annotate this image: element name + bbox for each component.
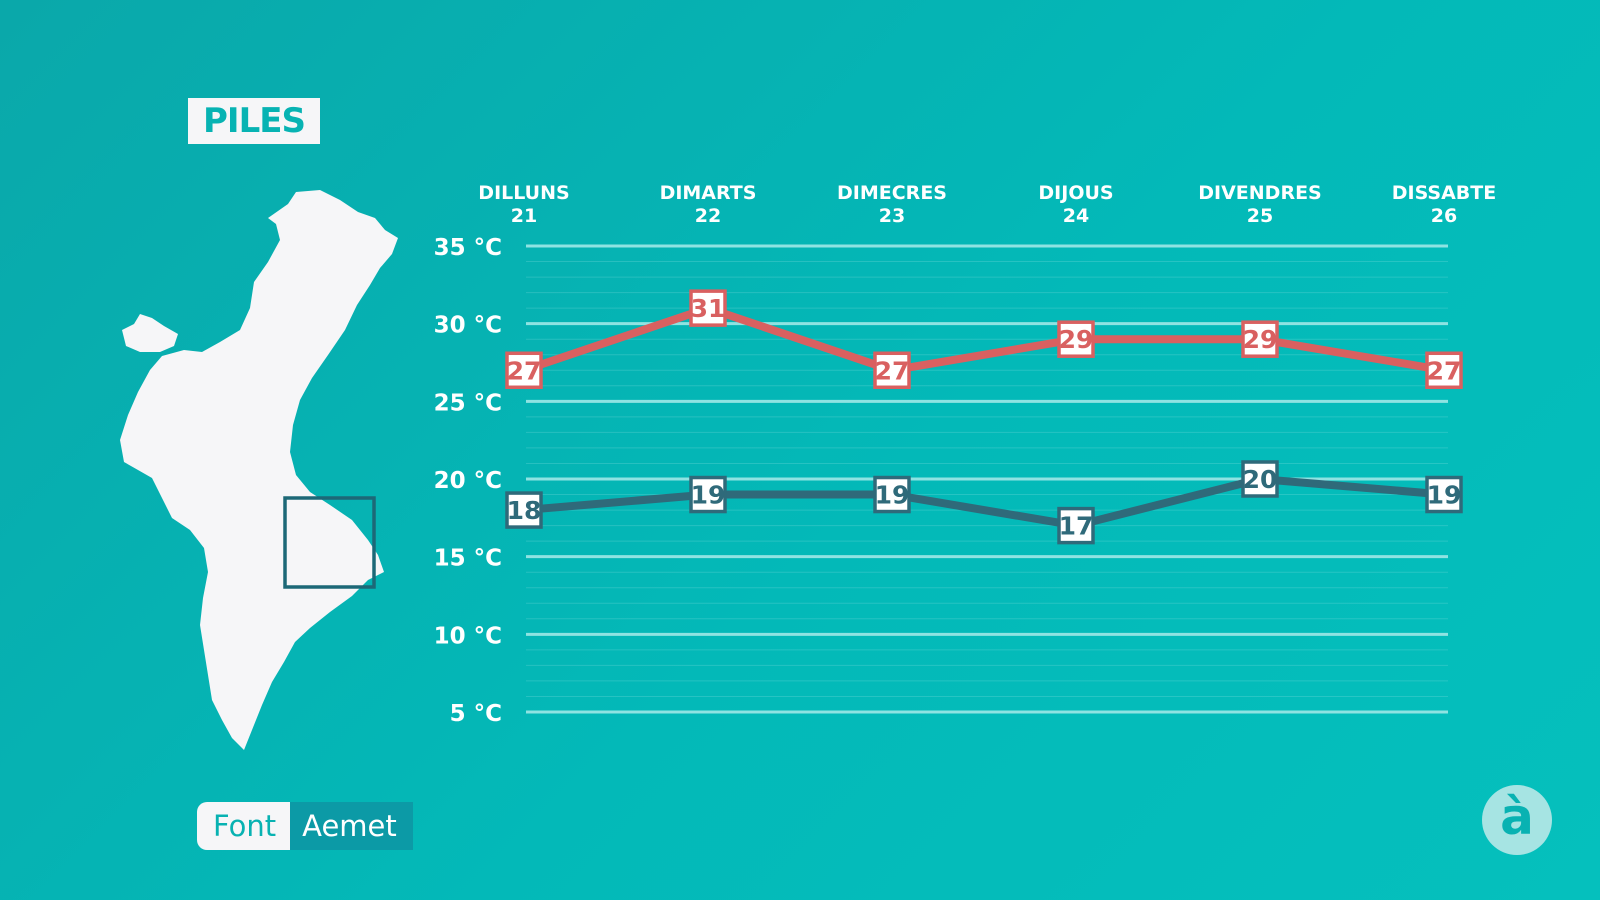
max-point-marker	[1057, 320, 1095, 358]
max-point-marker	[1241, 320, 1279, 358]
min-point-marker	[1241, 460, 1279, 498]
min-data-label: 20	[1243, 465, 1278, 494]
max-data-label: 31	[691, 294, 726, 323]
max-point-marker	[505, 351, 543, 390]
channel-logo: à	[1482, 785, 1552, 855]
region-map	[120, 190, 398, 750]
y-tick-label: 20 °C	[434, 468, 502, 494]
source-credit: Font Aemet	[197, 802, 413, 850]
max-point-marker	[1425, 351, 1463, 390]
max-data-label: 29	[1059, 325, 1094, 354]
x-date-label: 22	[695, 205, 721, 227]
x-date-label: 25	[1247, 205, 1273, 227]
y-tick-label: 30 °C	[434, 313, 502, 339]
x-date-label: 26	[1431, 205, 1457, 227]
max-data-label: 29	[1243, 325, 1278, 354]
max-data-label: 27	[1427, 356, 1462, 385]
series-layer: 27 31 27 29 29 27 18 19 19 17 20 19	[505, 289, 1463, 545]
min-data-label: 19	[691, 481, 726, 510]
region-map-island	[122, 314, 178, 352]
max-series-line	[522, 304, 1445, 375]
y-tick-label: 35 °C	[434, 235, 502, 261]
x-day-label: DIMARTS	[660, 182, 757, 204]
x-date-label: 21	[511, 205, 537, 227]
region-map-shape	[120, 190, 398, 750]
y-axis: 35 °C 30 °C 25 °C 20 °C 15 °C 10 °C 5 °C	[434, 235, 502, 727]
grid-layer	[526, 244, 1448, 714]
min-data-label: 18	[507, 496, 542, 525]
min-point-marker	[873, 475, 911, 514]
x-day-label: DISSABTE	[1392, 182, 1496, 204]
min-point-marker	[1425, 475, 1463, 514]
source-label: Font	[197, 802, 291, 850]
max-point-marker	[689, 289, 727, 327]
max-data-label: 27	[875, 356, 910, 385]
x-day-label: DIMECRES	[837, 182, 947, 204]
x-date-label: 24	[1063, 205, 1089, 227]
y-tick-label: 5 °C	[450, 701, 502, 727]
max-point-marker	[873, 351, 911, 390]
min-data-label: 19	[1427, 481, 1462, 510]
min-point-marker	[505, 491, 543, 529]
x-date-label: 23	[879, 205, 905, 227]
min-data-label: 19	[875, 481, 910, 510]
source-value: Aemet	[290, 802, 413, 850]
y-tick-label: 25 °C	[434, 390, 502, 416]
location-badge: PILES	[188, 98, 320, 144]
x-day-label: DILLUNS	[478, 182, 569, 204]
min-point-marker	[689, 475, 727, 514]
min-series-line	[523, 475, 1445, 530]
y-tick-label: 15 °C	[434, 546, 502, 572]
x-day-label: DIVENDRES	[1198, 182, 1322, 204]
min-point-marker	[1057, 506, 1095, 545]
max-data-label: 27	[507, 356, 542, 385]
min-data-label: 17	[1059, 512, 1094, 541]
y-tick-label: 10 °C	[434, 623, 502, 649]
location-highlight-box	[283, 496, 376, 589]
x-day-label: DIJOUS	[1038, 182, 1113, 204]
